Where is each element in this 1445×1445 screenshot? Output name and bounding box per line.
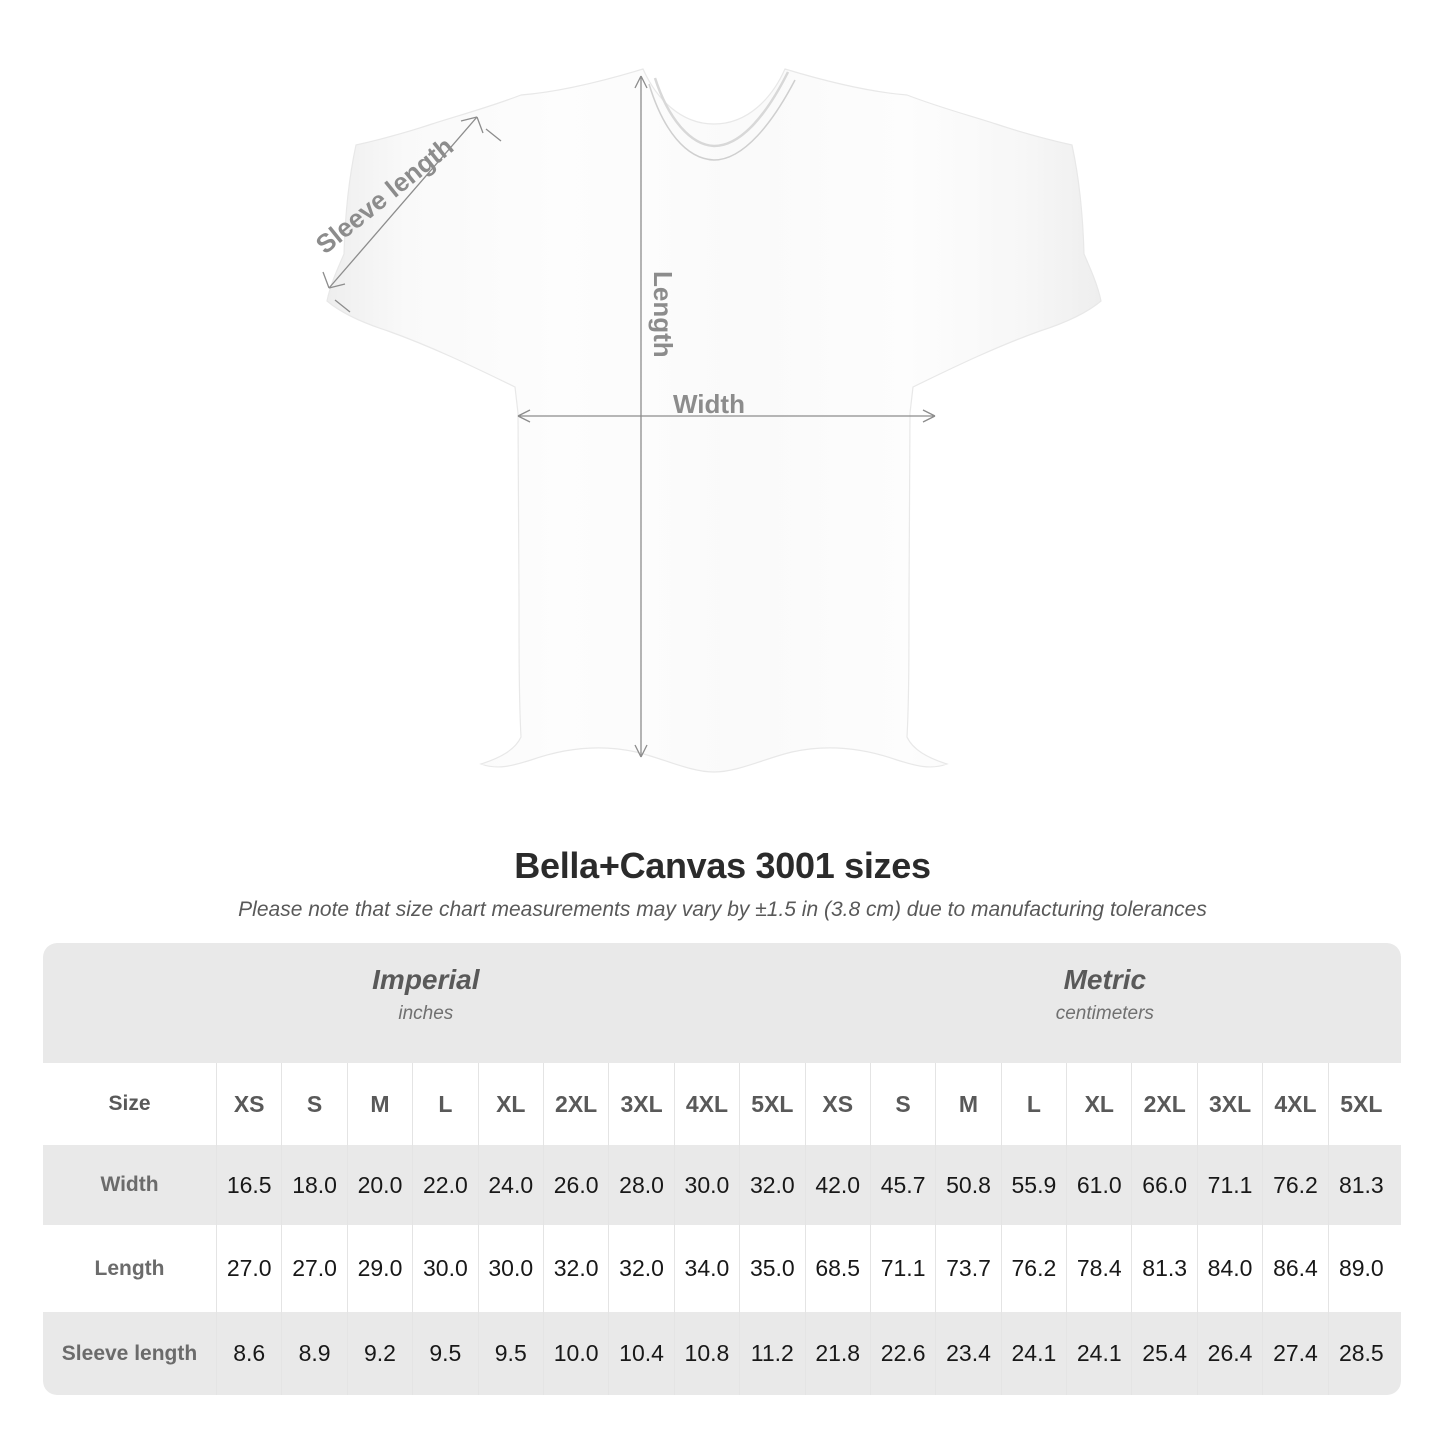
svg-text:Width: Width xyxy=(673,389,745,419)
svg-text:Length: Length xyxy=(648,271,678,358)
